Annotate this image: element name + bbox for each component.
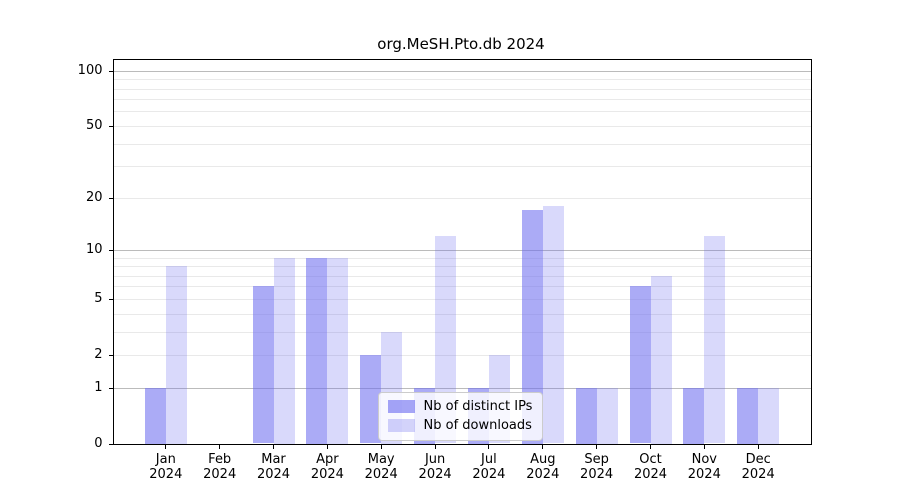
x-tick-label-nov: Nov 2024 — [687, 451, 721, 483]
legend-entry-distinct-ips: Nb of distinct IPs — [387, 398, 533, 415]
gridline-minor-60 — [113, 111, 811, 113]
x-tick-label-oct: Oct 2024 — [633, 451, 668, 483]
x-tick-label-mar: Mar 2024 — [256, 451, 291, 483]
x-tick-jan — [165, 444, 167, 449]
y-tick-20 — [108, 197, 113, 199]
gridline-minor-50 — [113, 125, 811, 127]
bar-dec-downloads — [758, 387, 780, 444]
x-tick-nov — [703, 444, 705, 449]
bar-apr-distinct-ips — [306, 257, 328, 444]
gridline-minor-6 — [113, 286, 811, 288]
gridline-minor-5 — [113, 298, 811, 300]
plot-area: Nb of distinct IPs Nb of downloads — [112, 58, 812, 445]
x-tick-dec — [757, 444, 759, 449]
y-tick-label-20: 20 — [85, 190, 103, 206]
bar-jan-downloads — [165, 266, 187, 444]
bar-nov-distinct-ips — [683, 387, 705, 444]
gridline-major-1 — [113, 387, 811, 389]
gridline-minor-9 — [113, 257, 811, 259]
chart-title: org.MeSH.Pto.db 2024 — [377, 35, 545, 53]
y-tick-label-100: 100 — [77, 63, 103, 79]
bar-may-distinct-ips — [360, 354, 382, 444]
gridline-minor-70 — [113, 99, 811, 101]
gridline-minor-2 — [113, 354, 811, 356]
y-tick-label-50: 50 — [85, 118, 103, 134]
y-tick-1 — [108, 387, 113, 389]
bar-jan-distinct-ips — [144, 387, 166, 444]
x-tick-may — [380, 444, 382, 449]
y-tick-label-5: 5 — [94, 291, 103, 307]
y-tick-2 — [108, 354, 113, 356]
gridline-minor-7 — [113, 275, 811, 277]
x-tick-jul — [488, 444, 490, 449]
y-tick-100 — [108, 70, 113, 72]
gridline-minor-8 — [113, 266, 811, 267]
y-tick-5 — [108, 298, 113, 300]
legend: Nb of distinct IPs Nb of downloads — [377, 391, 544, 441]
y-tick-50 — [108, 125, 113, 127]
gridline-minor-90 — [113, 79, 811, 81]
y-tick-label-2: 2 — [94, 347, 103, 363]
bar-dec-distinct-ips — [737, 387, 759, 444]
x-tick-label-aug: Aug 2024 — [526, 451, 560, 483]
bar-apr-downloads — [327, 257, 349, 444]
gridline-minor-3 — [113, 331, 811, 333]
gridline-minor-80 — [113, 88, 811, 90]
x-tick-feb — [219, 444, 221, 449]
legend-label-distinct-ips: Nb of distinct IPs — [423, 398, 533, 414]
gridline-minor-20 — [113, 197, 811, 199]
gridline-major-10 — [113, 249, 811, 251]
x-tick-label-jun: Jun 2024 — [418, 451, 452, 483]
x-tick-jun — [434, 444, 436, 449]
gridline-major-100 — [113, 70, 811, 72]
bar-oct-distinct-ips — [629, 286, 651, 444]
y-tick-label-1: 1 — [94, 380, 103, 395]
bar-aug-distinct-ips — [521, 210, 543, 444]
x-tick-sep — [596, 444, 598, 449]
x-tick-label-jul: Jul 2024 — [472, 451, 506, 483]
x-tick-label-jan: Jan 2024 — [149, 451, 183, 483]
x-tick-mar — [273, 444, 274, 449]
bar-mar-distinct-ips — [252, 286, 274, 444]
bar-oct-downloads — [650, 275, 672, 444]
legend-swatch-distinct-ips — [387, 400, 415, 413]
y-tick-0 — [108, 443, 113, 445]
bar-nov-downloads — [704, 236, 726, 444]
x-tick-label-feb: Feb 2024 — [203, 451, 237, 483]
bar-aug-downloads — [542, 205, 564, 444]
gridline-minor-30 — [113, 166, 811, 168]
bar-sep-distinct-ips — [575, 387, 597, 444]
x-tick-label-apr: Apr 2024 — [310, 451, 344, 483]
x-tick-oct — [650, 444, 651, 449]
gridline-minor-4 — [113, 313, 811, 315]
x-tick-apr — [326, 444, 328, 449]
bar-sep-downloads — [596, 387, 618, 444]
x-tick-label-may: May 2024 — [364, 451, 398, 483]
legend-entry-downloads: Nb of downloads — [387, 417, 533, 434]
gridline-minor-40 — [113, 143, 811, 145]
y-tick-label-10: 10 — [85, 242, 103, 258]
legend-label-downloads: Nb of downloads — [423, 417, 532, 433]
x-tick-label-dec: Dec 2024 — [741, 451, 775, 483]
y-tick-label-0: 0 — [94, 436, 103, 451]
y-tick-10 — [108, 249, 113, 251]
legend-swatch-downloads — [387, 419, 415, 432]
x-tick-label-sep: Sep 2024 — [580, 451, 614, 483]
bar-mar-downloads — [273, 257, 295, 444]
x-tick-aug — [542, 444, 544, 449]
